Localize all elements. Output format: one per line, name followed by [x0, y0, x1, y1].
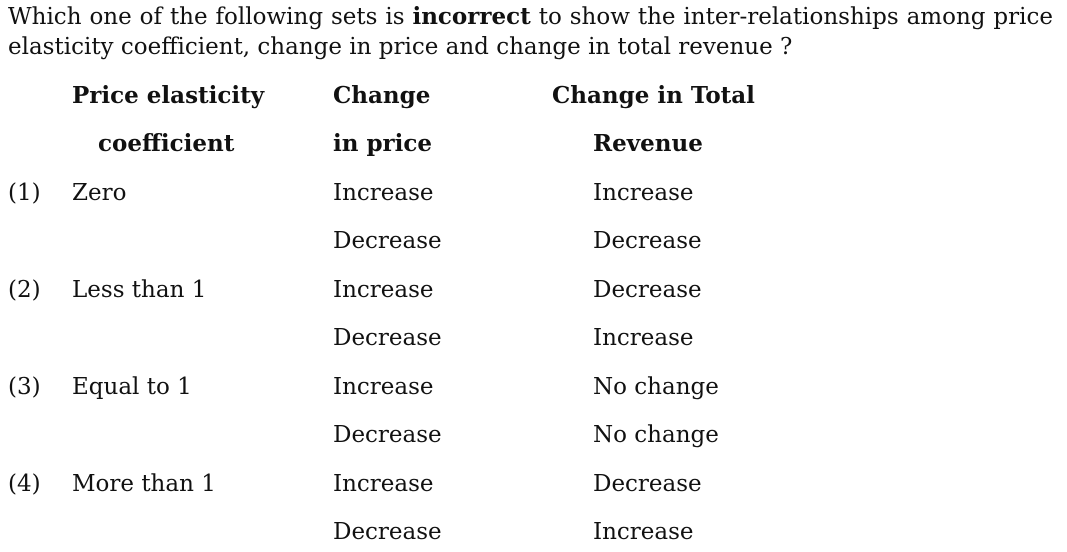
price-change-cell: Decrease	[333, 422, 442, 448]
price-change-cell: Increase	[333, 277, 434, 303]
option-coefficient: Equal to 1	[72, 374, 192, 400]
revenue-change-cell: Decrease	[593, 471, 702, 497]
option-coefficient: Less than 1	[72, 277, 207, 303]
price-change-cell: Increase	[333, 374, 434, 400]
option-number: (3)	[8, 374, 41, 400]
header-price-line2: in price	[333, 130, 433, 157]
question-text-start: Which one of the following sets is	[8, 4, 413, 30]
option-number: (2)	[8, 277, 41, 303]
price-change-cell: Decrease	[333, 519, 442, 545]
header-revenue-line1: Change in Total	[552, 82, 755, 109]
revenue-change-cell: Decrease	[593, 277, 702, 303]
revenue-change-cell: Increase	[593, 519, 694, 545]
header-coefficient-line2: coefficient	[98, 130, 235, 157]
price-change-cell: Decrease	[333, 325, 442, 351]
price-change-cell: Increase	[333, 471, 434, 497]
option-number: (4)	[8, 471, 41, 497]
option-coefficient: Zero	[72, 180, 127, 206]
revenue-change-cell: Increase	[593, 180, 694, 206]
price-change-cell: Decrease	[333, 228, 442, 254]
option-number: (1)	[8, 180, 41, 206]
header-coefficient-line1: Price elasticity	[72, 82, 265, 109]
option-coefficient: More than 1	[72, 471, 216, 497]
price-change-cell: Increase	[333, 180, 434, 206]
revenue-change-cell: No change	[593, 422, 719, 448]
header-revenue-line2: Revenue	[593, 130, 703, 157]
question-text: Which one of the following sets is incor…	[8, 2, 1053, 62]
header-price-line1: Change	[333, 82, 431, 109]
question-emphasis: incorrect	[412, 3, 531, 30]
revenue-change-cell: No change	[593, 374, 719, 400]
question-text-end: to show the inter-relationships among pr…	[8, 4, 1053, 60]
revenue-change-cell: Increase	[593, 325, 694, 351]
revenue-change-cell: Decrease	[593, 228, 702, 254]
